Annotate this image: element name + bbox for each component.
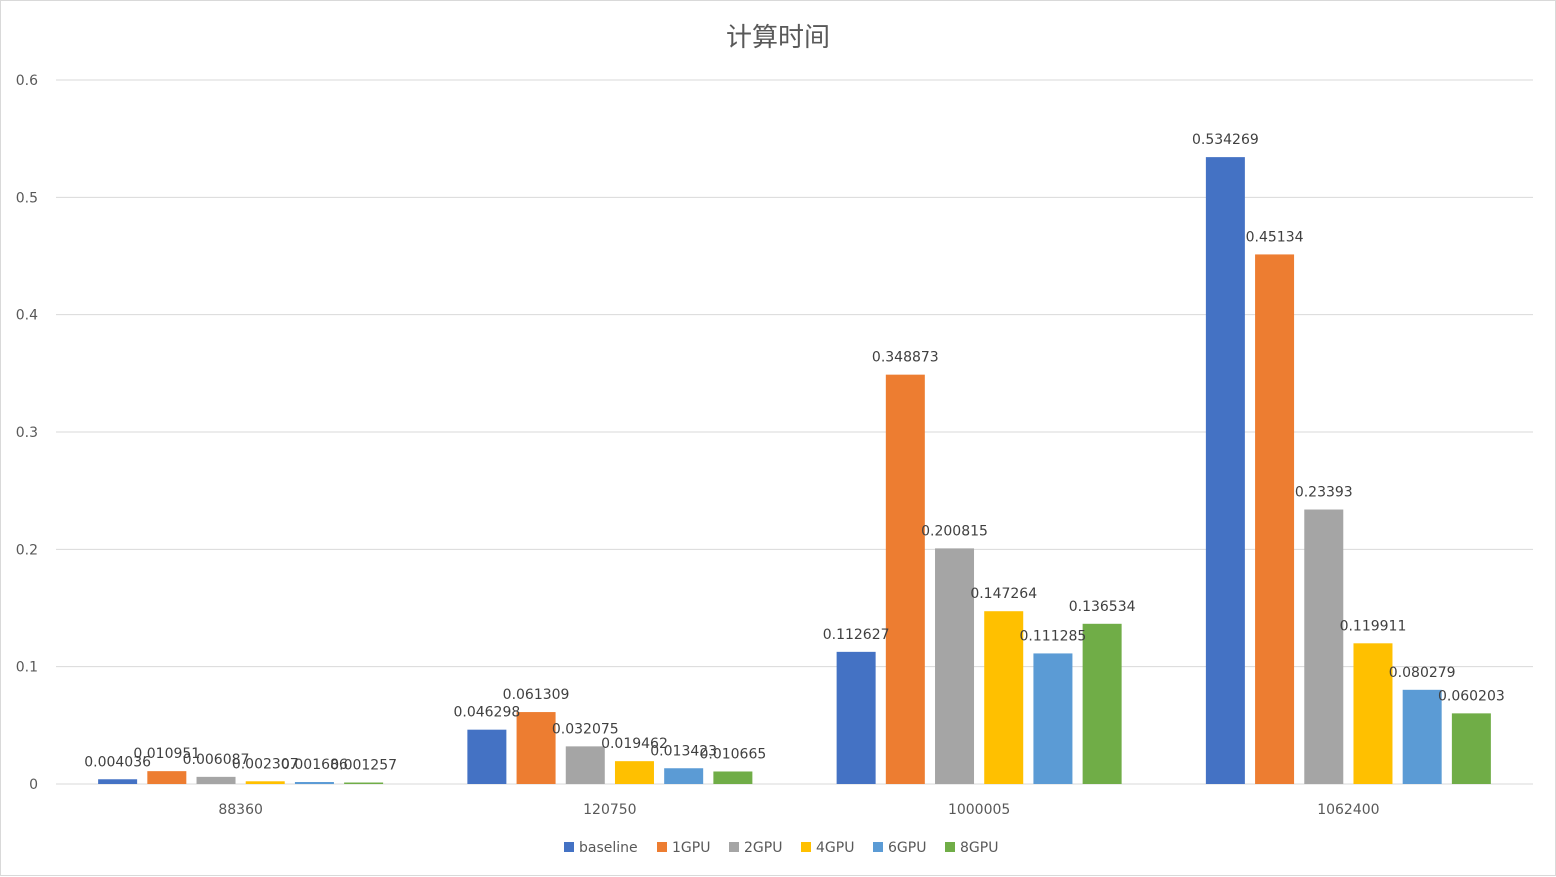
bars xyxy=(98,157,1491,784)
bar-4gpu-88360 xyxy=(245,781,285,784)
bar-baseline-120750 xyxy=(467,729,507,784)
data-label: 0.080279 xyxy=(1389,665,1456,681)
y-tick-label: 0.4 xyxy=(16,308,38,324)
x-tick-label: 120750 xyxy=(583,802,636,818)
legend-label: 1GPU xyxy=(672,840,710,856)
legend-label: 8GPU xyxy=(960,840,998,856)
bar-baseline-1000005 xyxy=(836,651,876,784)
legend-label: baseline xyxy=(579,840,638,856)
bar-1gpu-1000005 xyxy=(885,374,925,784)
data-label: 0.200815 xyxy=(921,523,988,539)
legend-swatch-4gpu xyxy=(801,842,811,852)
gridlines xyxy=(56,79,1533,785)
data-label: 0.004036 xyxy=(84,754,151,770)
data-label: 0.046298 xyxy=(453,705,520,721)
legend[interactable]: baseline 1GPU 2GPU 4GPU 6GPU 8GPU xyxy=(564,840,998,856)
y-tick-label: 0.2 xyxy=(16,542,38,558)
data-label: 0.001257 xyxy=(330,758,397,774)
bar-baseline-88360 xyxy=(98,779,138,784)
data-label: 0.119911 xyxy=(1340,618,1407,634)
bar-8gpu-120750 xyxy=(713,771,753,784)
y-tick-label: 0.6 xyxy=(16,73,38,89)
bar-6gpu-1062400 xyxy=(1402,689,1442,784)
bar-4gpu-120750 xyxy=(614,761,654,784)
bar-6gpu-1000005 xyxy=(1033,653,1073,784)
data-label: 0.348873 xyxy=(872,350,939,366)
data-label: 0.111285 xyxy=(1020,628,1087,644)
bar-1gpu-120750 xyxy=(516,712,556,784)
bar-2gpu-88360 xyxy=(196,776,236,784)
bar-4gpu-1000005 xyxy=(984,611,1024,784)
y-tick-label: 0.3 xyxy=(16,425,38,441)
legend-label: 2GPU xyxy=(744,840,782,856)
legend-swatch-1gpu xyxy=(657,842,667,852)
legend-label: 6GPU xyxy=(888,840,926,856)
data-label: 0.010665 xyxy=(699,746,766,762)
data-label: 0.112627 xyxy=(823,627,890,643)
y-tick-label: 0.1 xyxy=(16,660,38,676)
bar-1gpu-1062400 xyxy=(1255,254,1295,784)
legend-swatch-2gpu xyxy=(729,842,739,852)
legend-swatch-baseline xyxy=(564,842,574,852)
data-label: 0.23393 xyxy=(1295,485,1353,501)
bar-1gpu-88360 xyxy=(147,771,187,784)
bar-6gpu-88360 xyxy=(294,782,334,784)
y-axis-tick-labels: 0 0.1 0.2 0.3 0.4 0.5 0.6 xyxy=(16,73,38,793)
x-tick-label: 1000005 xyxy=(948,802,1010,818)
legend-swatch-6gpu xyxy=(873,842,883,852)
data-label: 0.45134 xyxy=(1246,229,1304,245)
data-label: 0.534269 xyxy=(1192,132,1259,148)
bar-2gpu-1062400 xyxy=(1304,509,1344,784)
y-tick-label: 0.5 xyxy=(16,190,38,206)
data-label: 0.006087 xyxy=(183,752,250,768)
bar-4gpu-1062400 xyxy=(1353,643,1393,784)
data-label: 0.010951 xyxy=(133,746,200,762)
bar-8gpu-1062400 xyxy=(1451,713,1491,784)
data-label: 0.060203 xyxy=(1438,688,1505,704)
data-label: 0.002307 xyxy=(232,756,299,772)
bar-8gpu-88360 xyxy=(344,782,384,784)
x-tick-label: 1062400 xyxy=(1317,802,1379,818)
legend-label: 4GPU xyxy=(816,840,854,856)
data-label: 0.061309 xyxy=(503,687,570,703)
x-tick-label: 88360 xyxy=(218,802,263,818)
data-label: 0.136534 xyxy=(1069,599,1136,615)
data-labels: 0.0040360.0109510.0060870.0023070.001686… xyxy=(84,132,1505,773)
data-label: 0.001686 xyxy=(281,757,348,773)
data-label: 0.147264 xyxy=(970,586,1037,602)
legend-swatch-8gpu xyxy=(945,842,955,852)
bar-6gpu-120750 xyxy=(664,768,704,784)
bar-8gpu-1000005 xyxy=(1082,623,1122,784)
bar-baseline-1062400 xyxy=(1205,157,1245,784)
x-axis-tick-labels: 88360 120750 1000005 1062400 xyxy=(218,802,1379,818)
chart-title: 计算时间 xyxy=(726,23,830,53)
y-tick-label: 0 xyxy=(29,777,38,793)
data-label: 0.019462 xyxy=(601,736,668,752)
bar-2gpu-120750 xyxy=(565,746,605,784)
data-label: 0.032075 xyxy=(552,721,619,737)
data-label: 0.013423 xyxy=(650,743,717,759)
bar-2gpu-1000005 xyxy=(935,548,975,784)
